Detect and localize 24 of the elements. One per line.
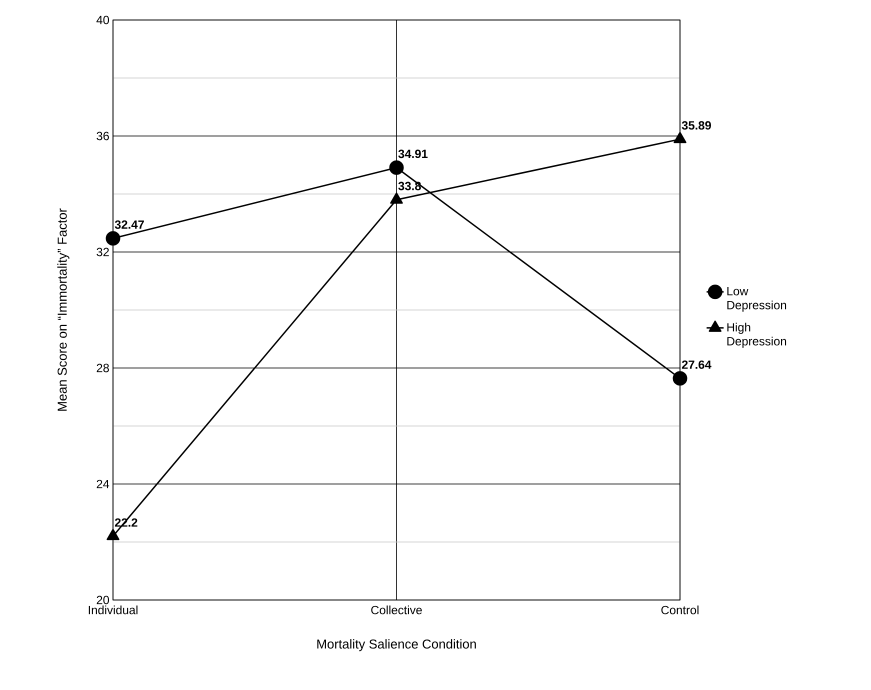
point [674, 132, 686, 144]
y-tick-label: 36 [96, 132, 109, 140]
data-label: 33.8 [398, 182, 421, 190]
data-label: 32.47 [114, 220, 144, 229]
y-tick-label: 40 [96, 16, 110, 24]
x-tick-label: Collective [371, 606, 422, 614]
data-label: 35.89 [682, 121, 711, 130]
y-tick-label: 24 [96, 480, 110, 488]
point [106, 528, 120, 540]
point [672, 371, 688, 386]
y-axis-title: Mean Score on “Immortality” Factor [57, 208, 70, 411]
y-tick-label: 20 [96, 596, 110, 604]
x-tick-label: Individual [88, 606, 138, 614]
data-label: 34.91 [398, 150, 428, 158]
y-tick-label: 32 [96, 248, 109, 256]
data-label: 27.64 [682, 360, 712, 369]
point [389, 160, 404, 175]
x-tick-label: Control [661, 606, 698, 614]
y-tick-label: 28 [96, 364, 109, 372]
point [106, 231, 120, 246]
legend-label: Low Depression [727, 287, 786, 312]
legend-label: High Depression [727, 322, 786, 348]
x-axis-title: Mortality Salience Condition [317, 639, 476, 652]
point [390, 192, 403, 204]
